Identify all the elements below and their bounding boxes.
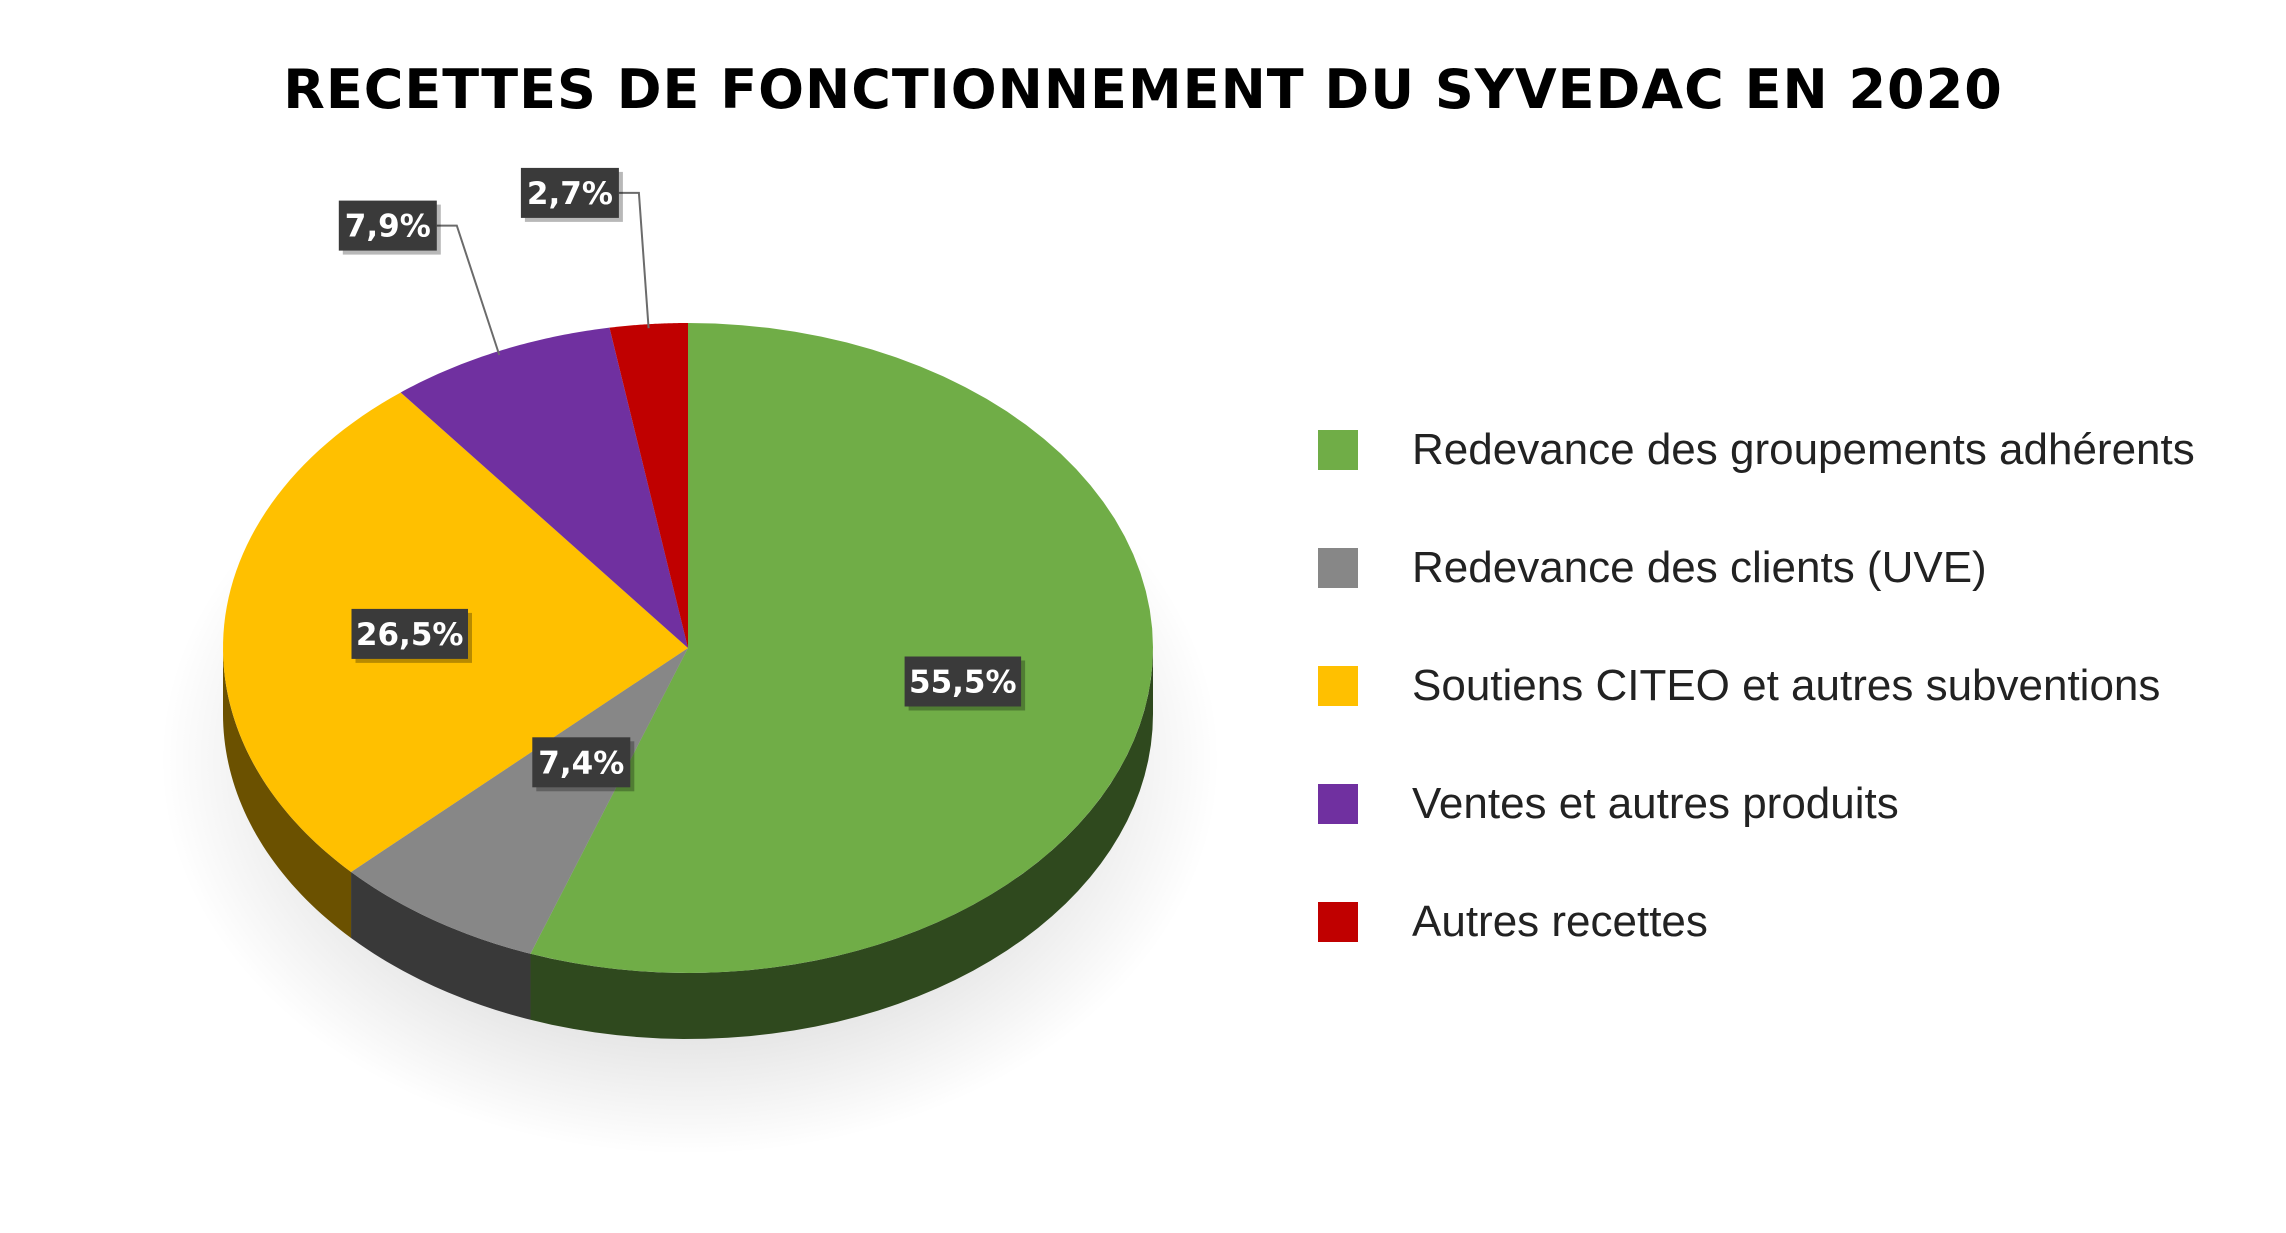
pie-slice-redevance-des-groupements-adherents bbox=[530, 323, 1153, 973]
legend-item-redevance-des-groupements-adherents: Redevance des groupements adhérents bbox=[1318, 420, 2278, 480]
pie-side-redevance-des-groupements-adherents bbox=[530, 648, 1153, 1039]
legend-swatch bbox=[1318, 548, 1358, 588]
data-label-text: 2,7% bbox=[527, 176, 613, 212]
legend-label: Soutiens CITEO et autres subventions bbox=[1412, 661, 2161, 710]
data-label-soutiens-citeo-et-autres-subventions: 26,5% bbox=[351, 608, 472, 663]
legend-item-soutiens-citeo-et-autres-subventions: Soutiens CITEO et autres subventions bbox=[1318, 656, 2278, 716]
legend-item-autres-recettes: Autres recettes bbox=[1318, 892, 2278, 952]
data-label-box bbox=[532, 737, 631, 788]
legend-label: Autres recettes bbox=[1412, 897, 1708, 946]
data-label-autres-recettes: 2,7% bbox=[520, 167, 623, 222]
pie-side-redevance-des-clients-uve bbox=[351, 871, 531, 1020]
pie-slice-ventes-et-autres-produits bbox=[400, 327, 688, 648]
data-label-redevance-des-groupements-adherents: 55,5% bbox=[904, 656, 1026, 711]
legend-swatch bbox=[1318, 902, 1358, 942]
legend-swatch bbox=[1318, 666, 1358, 706]
leader-line-autres-recettes bbox=[618, 191, 650, 329]
legend-swatch bbox=[1318, 430, 1358, 470]
chart-title: RECETTES DE FONCTIONNEMENT DU SYVEDAC EN… bbox=[283, 58, 2003, 121]
pie-leaders bbox=[436, 191, 650, 356]
pie-slice-autres-recettes bbox=[609, 323, 688, 648]
legend-label: Ventes et autres produits bbox=[1412, 779, 1899, 828]
pie-sides bbox=[223, 648, 1153, 1039]
data-label-redevance-des-clients-uve: 7,4% bbox=[532, 737, 635, 792]
pie-labels: 55,5% 7,4% 26,5% 7,9% 2,7% bbox=[338, 167, 1026, 792]
legend-label: Redevance des groupements adhérents bbox=[1412, 425, 2195, 474]
data-label-box bbox=[904, 656, 1022, 707]
data-label-box bbox=[338, 200, 437, 251]
data-label-text: 7,4% bbox=[538, 745, 624, 781]
data-label-box bbox=[351, 608, 468, 659]
data-label-text: 55,5% bbox=[909, 665, 1017, 701]
pie-side-soutiens-citeo-et-autres-subventions bbox=[223, 648, 352, 938]
legend-item-ventes-et-autres-produits: Ventes et autres produits bbox=[1318, 774, 2278, 834]
data-label-box bbox=[520, 167, 619, 218]
data-label-text: 7,9% bbox=[345, 209, 431, 245]
data-label-text: 26,5% bbox=[356, 617, 464, 653]
legend-label: Redevance des clients (UVE) bbox=[1412, 543, 1987, 592]
pie-slice-redevance-des-clients-uve bbox=[351, 648, 688, 954]
leader-line-ventes-et-autres-produits bbox=[436, 224, 501, 356]
data-label-ventes-et-autres-produits: 7,9% bbox=[338, 200, 441, 255]
legend-swatch bbox=[1318, 784, 1358, 824]
legend-item-redevance-des-clients-uve: Redevance des clients (UVE) bbox=[1318, 538, 2278, 598]
